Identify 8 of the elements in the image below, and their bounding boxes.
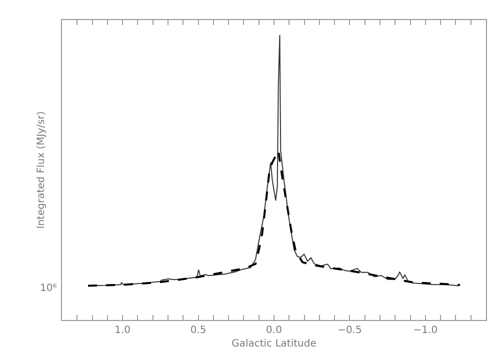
y-axis-title: Integrated Flux (MJy/sr) [36, 111, 47, 229]
x-tick-label: 0.0 [266, 325, 282, 336]
x-axis-title: Galactic Latitude [232, 338, 316, 350]
x-tick-label: 0.5 [190, 325, 206, 336]
x-tick-label: −0.5 [338, 325, 362, 336]
x-tick-label: −1.0 [413, 325, 438, 336]
text: 10⁶ [40, 283, 57, 294]
x-tick-label: 1.0 [114, 325, 131, 336]
